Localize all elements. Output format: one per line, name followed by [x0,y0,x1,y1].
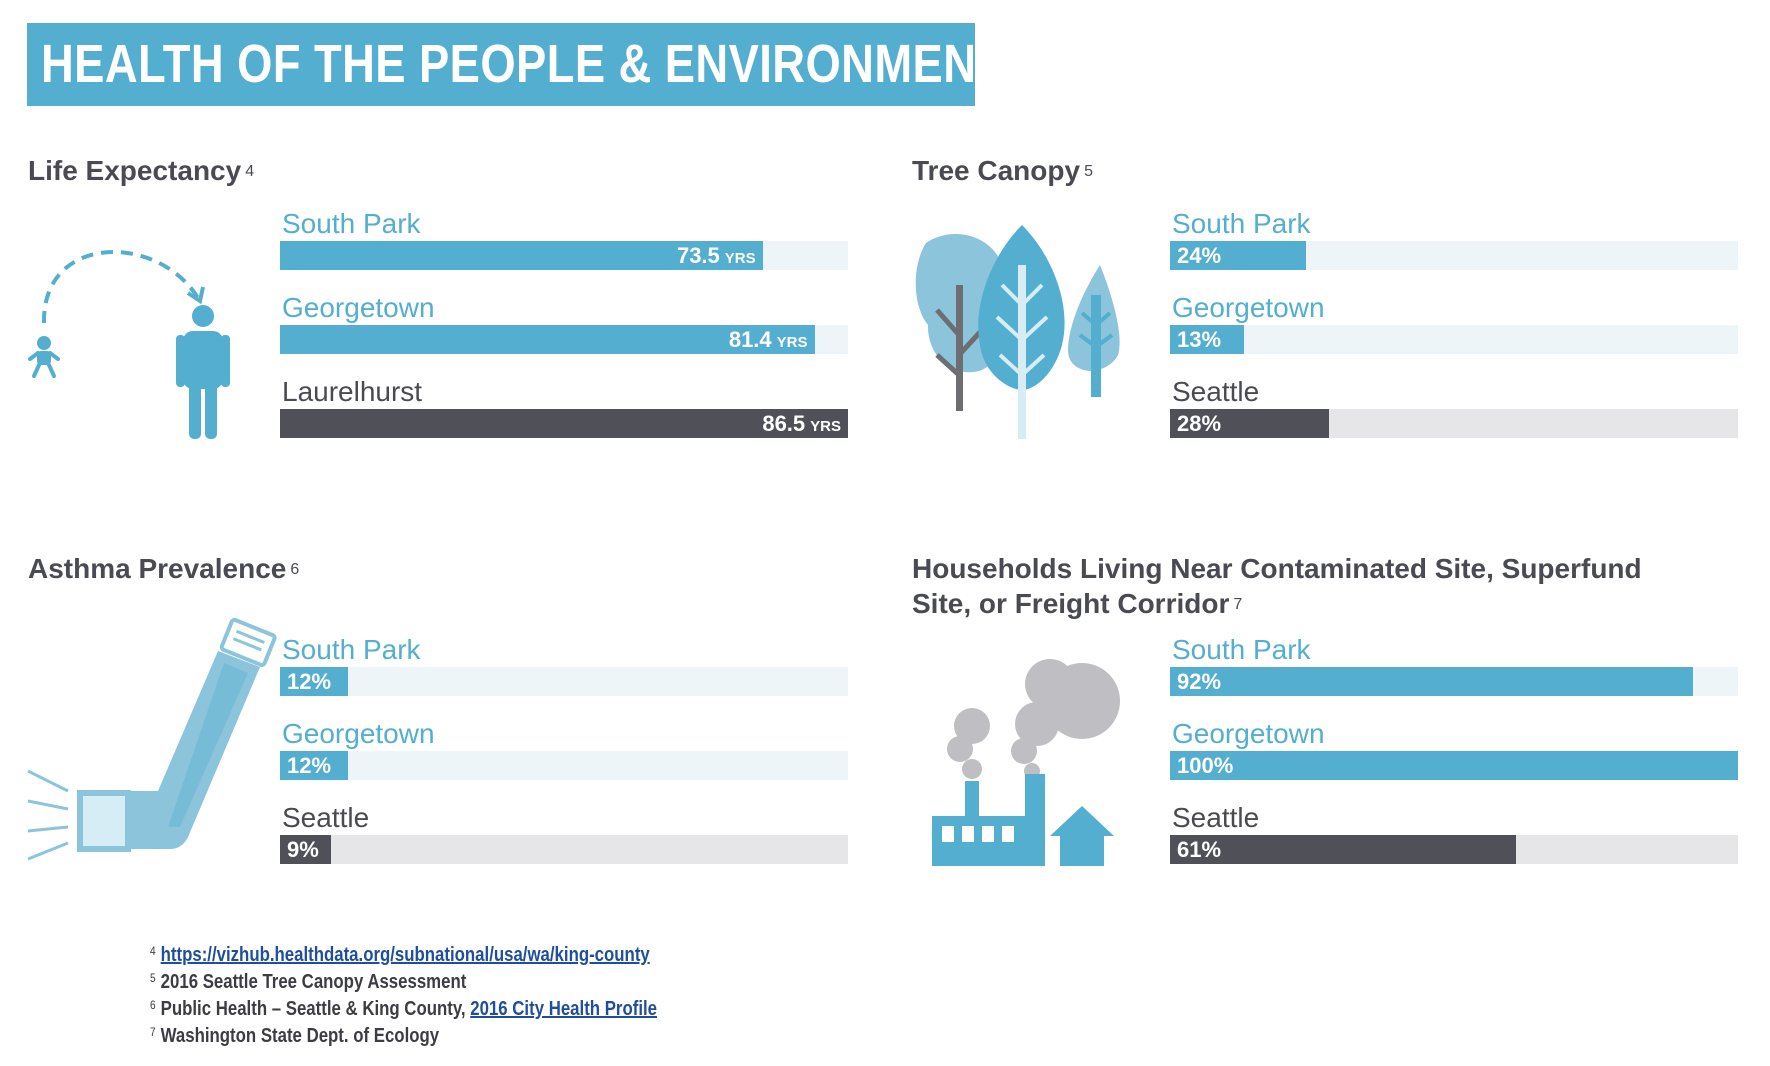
bar-track: 12% [280,667,848,696]
bar-label: South Park [1172,634,1311,665]
section-title-life-expectancy: Life Expectancy 4 [28,155,255,186]
inhaler-icon [27,617,277,861]
bar-value-number: 13% [1177,327,1222,352]
bar-track: 9% [280,835,848,864]
bar-row-georgetown: Georgetown 13% [1170,291,1738,377]
bar: 9% [280,835,332,864]
bar-label: Georgetown [282,292,435,323]
footnote-6: 6 Public Health – Seattle & King County, … [150,998,658,1020]
bar-value-unit: YRS [724,250,756,267]
bar-value-number: 73.5 [676,243,720,268]
bar-label: Georgetown [1172,292,1325,323]
bar: 81.4 YRS [280,325,815,354]
bar-value-number: 61% [1177,837,1222,862]
bar-value: 92% [1177,667,1221,696]
tree-canopy-panel: Tree Canopy 5 South Park 24% Georgetown 13% S… [912,153,1742,453]
bar: 86.5 YRS [280,409,848,438]
bar-value: 9% [287,835,319,864]
bar: 24% [1170,241,1307,270]
bar-label: Seattle [1172,376,1260,407]
bar-row-south-park: South Park 24% [1170,207,1738,293]
bar-track: 28% [1170,409,1738,438]
bar-row-seattle: Seattle 9% [280,801,848,887]
bar: 61% [1170,835,1517,864]
life-expectancy-panel: Life Expectancy 4 South Park 73.5 YRS George… [28,153,868,453]
bar-value: 28% [1177,409,1221,438]
bar-track: 81.4 YRS [280,325,848,354]
bar-track: 13% [1170,325,1738,354]
bar-label: South Park [282,208,421,239]
bar-value-number: 24% [1177,243,1222,268]
title-banner: HEALTH OF THE PEOPLE & ENVIRONMENT [27,23,1004,106]
bar-row-seattle: Seattle 61% [1170,801,1738,887]
bar-label: South Park [282,634,421,665]
bar-value-number: 9% [287,837,319,862]
bar-label: South Park [1172,208,1311,239]
bar-value: 12% [287,751,331,780]
bar: 28% [1170,409,1330,438]
bar-value: 24% [1177,241,1221,270]
bar-value-unit: YRS [810,418,841,435]
tree-canopy-bars: South Park 24% Georgetown 13% Seattle 28% [1170,207,1738,453]
bar-value-number: 100% [1177,753,1234,778]
trees-icon [915,225,1120,439]
bar-label: Seattle [282,802,370,833]
bar-row-south-park: South Park 12% [280,633,848,719]
bar-value-number: 92% [1177,669,1222,694]
bar: 12% [280,751,349,780]
bar-label: Seattle [1172,802,1260,833]
bar-label: Georgetown [1172,718,1325,749]
bar: 73.5 YRS [280,241,763,270]
bar-row-south-park: South Park 92% [1170,633,1738,719]
footnote-6-link[interactable]: 2016 City Health Profile [470,998,658,1020]
factory-house-icon [932,659,1120,866]
bar-row-georgetown: Georgetown 12% [280,717,848,803]
bar-value: 13% [1177,325,1221,354]
bar-value-unit: YRS [776,334,808,351]
footnote-4: 4 https://vizhub.healthdata.org/subnation… [150,944,650,966]
bar-track: 24% [1170,241,1738,270]
bar-label: Laurelhurst [282,376,423,407]
bar-row-south-park: South Park 73.5 YRS [280,207,848,293]
bar-value-number: 12% [287,669,332,694]
bar-value-number: 28% [1177,411,1222,436]
bar-value-number: 12% [287,753,332,778]
bar-value: 86.5 YRS [762,409,841,441]
asthma-prevalence-panel: Asthma Prevalence 6 South Park 12% Georgeto… [27,551,868,871]
bar-track: 100% [1170,751,1738,780]
contaminated-site-bars: South Park 92% Georgetown 100% Seattle 61% [1170,633,1738,879]
bar-track: 92% [1170,667,1738,696]
footnote-7: 7 Washington State Dept. of Ecology [150,1025,440,1047]
bar-row-seattle: Seattle 28% [1170,375,1738,461]
baby-to-adult-icon [28,250,230,439]
page-title: HEALTH OF THE PEOPLE & ENVIRONMENT [41,34,1005,94]
bar-row-laurelhurst: Laurelhurst 86.5 YRS [280,375,848,461]
footnote-4-link[interactable]: https://vizhub.healthdata.org/subnationa… [160,944,650,966]
bar: 13% [1170,325,1244,354]
bar: 100% [1170,751,1738,780]
bar-row-georgetown: Georgetown 100% [1170,717,1738,803]
bar-value: 81.4 YRS [729,325,808,357]
bar: 12% [280,667,349,696]
bar-value-number: 86.5 [762,411,806,436]
contaminated-site-panel: Households Living Near Contaminated Site… [912,551,1742,871]
bar-value: 12% [287,667,331,696]
bar-row-georgetown: Georgetown 81.4 YRS [280,291,848,377]
bar-track: 12% [280,751,848,780]
bar-track: 73.5 YRS [280,241,848,270]
section-title-asthma-prevalence: Asthma Prevalence 6 [28,553,300,584]
bar-value: 100% [1177,751,1233,780]
bar-value: 61% [1177,835,1221,864]
bar-value: 73.5 YRS [677,241,756,273]
asthma-prevalence-bars: South Park 12% Georgetown 12% Seattle 9% [280,633,848,879]
bar-value-number: 81.4 [728,327,772,352]
section-title-contaminated-site: Households Living Near Contaminated Site… [912,553,1642,619]
bar-track: 86.5 YRS [280,409,848,438]
section-title-tree-canopy: Tree Canopy 5 [912,155,1093,186]
bar-label: Georgetown [282,718,435,749]
bar: 92% [1170,667,1693,696]
bar-track: 61% [1170,835,1738,864]
footnote-5: 5 2016 Seattle Tree Canopy Assessment [150,971,467,993]
life-expectancy-bars: South Park 73.5 YRS Georgetown 81.4 YRS Laurel… [280,207,848,453]
